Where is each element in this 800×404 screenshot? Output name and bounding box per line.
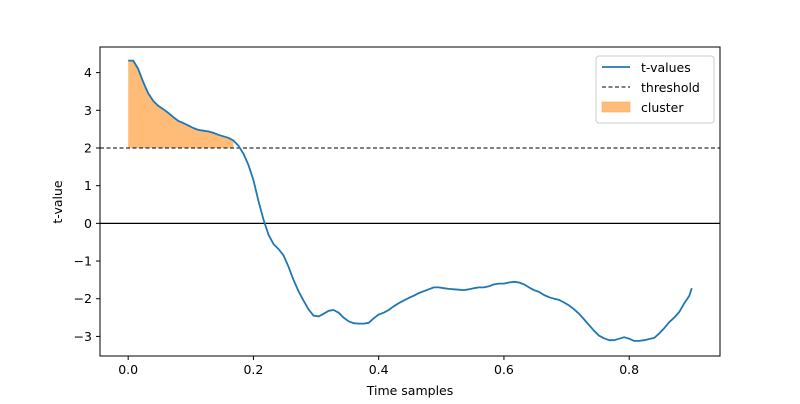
x-axis-label: Time samples (366, 383, 454, 398)
legend-label-threshold: threshold (641, 80, 700, 95)
y-axis-label: t-value (50, 180, 65, 224)
plot-area (99, 46, 721, 357)
y-tick-label: −2 (74, 291, 92, 306)
y-tick-label: 3 (84, 103, 92, 118)
axes-frame (99, 46, 721, 357)
y-tick-label: 0 (84, 216, 92, 231)
x-tick-label: 0.0 (118, 362, 138, 377)
y-tick-label: 4 (84, 65, 92, 80)
legend-patch-icon (601, 101, 631, 113)
x-axis-ticks: 0.0 0.2 0.4 0.6 0.8 (118, 356, 639, 377)
x-tick-label: 0.2 (243, 362, 263, 377)
cluster-fill (128, 60, 234, 148)
legend: t-values threshold cluster (595, 55, 715, 124)
legend-label-t-values: t-values (641, 60, 691, 75)
y-tick-label: −3 (74, 329, 92, 344)
legend-label-cluster: cluster (641, 100, 684, 115)
x-tick-label: 0.8 (619, 362, 639, 377)
y-tick-label: 2 (84, 140, 92, 155)
x-tick-label: 0.4 (369, 362, 389, 377)
t-values-line (128, 59, 693, 342)
y-tick-label: −1 (74, 254, 92, 269)
y-axis-ticks: −3 −2 −1 0 1 2 3 4 (74, 65, 100, 344)
y-tick-label: 1 (84, 178, 92, 193)
x-tick-label: 0.6 (494, 362, 514, 377)
